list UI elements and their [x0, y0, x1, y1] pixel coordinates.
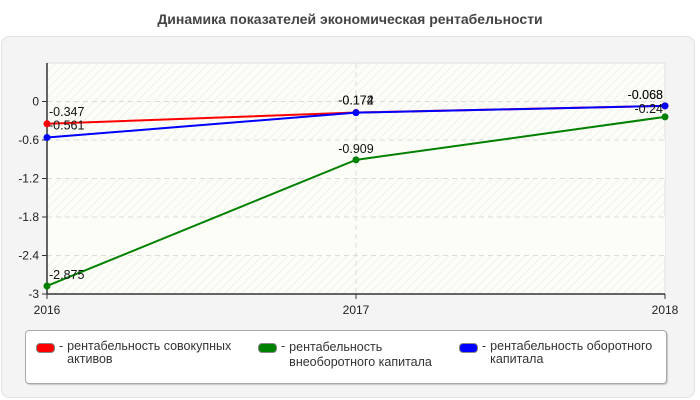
- data-label: -0.068: [628, 88, 663, 102]
- grid-lines: [47, 63, 665, 294]
- legend-label-line1: рентабельность оборотного: [490, 339, 653, 353]
- x-tick-label: 2017: [343, 303, 370, 317]
- legend-label-line2: внеоборотного капитала: [289, 355, 432, 369]
- data-label: -0.561: [49, 118, 84, 132]
- data-point[interactable]: [43, 133, 51, 141]
- legend-swatch-green: [258, 343, 277, 353]
- y-tick-label: 0: [32, 95, 39, 109]
- legend-label-line2: активов: [67, 352, 113, 366]
- legend-item-working-capital[interactable]: - рентабельность оборотного капитала: [459, 340, 652, 366]
- y-tick-label: -1.2: [18, 172, 39, 186]
- legend: - рентабельность совокупных активов - ре…: [25, 330, 667, 384]
- chart-title: Динамика показателей экономическая рента…: [157, 11, 543, 27]
- data-label: -0.172: [338, 94, 373, 108]
- data-point[interactable]: [352, 156, 360, 164]
- x-tick-label: 2016: [34, 303, 61, 317]
- data-label: -2.875: [49, 268, 84, 282]
- data-labels: -0.347 -0.172 -0.068 -2.875 -0.909 -0.24 -0.56…: [49, 88, 663, 282]
- legend-label-line2: капитала: [490, 352, 544, 366]
- y-tick-label: -1.8: [18, 210, 39, 224]
- data-label: -0.068: [628, 88, 663, 102]
- axes: 0 -0.6 -1.2 -1.8 -2.4 -3 2016 2017 2018: [18, 63, 679, 317]
- data-point[interactable]: [661, 102, 669, 110]
- y-tick-label: -3: [28, 287, 39, 301]
- data-label: -0.24: [635, 102, 664, 116]
- y-tick-label: -0.6: [18, 133, 39, 147]
- legend-swatch-blue: [459, 343, 478, 353]
- data-point[interactable]: [43, 282, 51, 290]
- x-tick-label: 2018: [652, 303, 679, 317]
- legend-label-line1: рентабельность: [289, 340, 383, 354]
- legend-item-total-assets[interactable]: - рентабельность совокупных активов: [36, 340, 231, 366]
- data-label: -0.909: [338, 142, 373, 156]
- y-tick-label: -2.4: [18, 249, 39, 263]
- legend-item-noncurrent-capital[interactable]: - рентабельность внеоборотного капитала: [258, 340, 432, 370]
- legend-label-line1: рентабельность совокупных: [67, 339, 232, 353]
- data-point[interactable]: [352, 109, 360, 117]
- series-lines: [43, 102, 669, 290]
- legend-swatch-red: [36, 343, 55, 353]
- data-label: -0.174: [338, 94, 373, 108]
- data-point[interactable]: [43, 120, 51, 128]
- data-label: -0.347: [49, 105, 84, 119]
- data-point[interactable]: [661, 113, 669, 121]
